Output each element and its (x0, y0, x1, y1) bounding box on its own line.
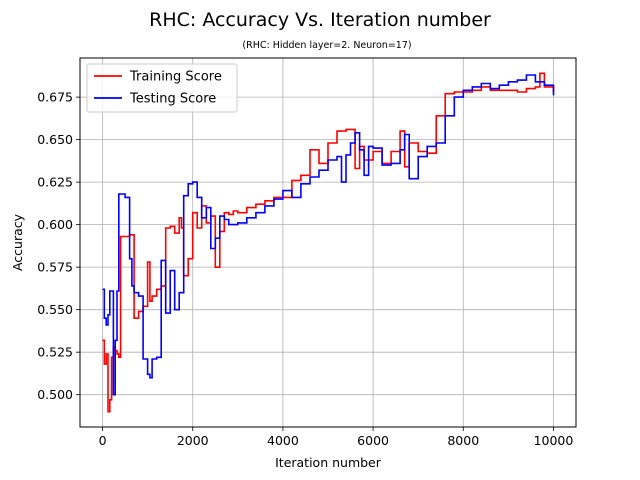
legend-label-training: Training Score (129, 70, 222, 85)
legend-label-testing: Testing Score (129, 92, 216, 107)
y-tick-label: 0.550 (37, 302, 73, 317)
x-tick-label: 4000 (267, 433, 299, 448)
y-tick-label: 0.575 (37, 260, 73, 275)
grid (80, 58, 576, 427)
y-axis-label: Accuracy (10, 213, 25, 271)
x-axis-label: Iteration number (275, 455, 382, 470)
legend: Training Score Testing Score (86, 63, 238, 113)
series-layer (102, 72, 555, 413)
training-score-line (102, 72, 555, 413)
y-tick-label: 0.500 (37, 387, 73, 402)
x-tick-label: 8000 (447, 433, 479, 448)
y-tick-label: 0.675 (37, 90, 73, 105)
y-tick-label: 0.600 (37, 217, 73, 232)
plot-frame (79, 57, 577, 428)
testing-score-line (102, 74, 555, 396)
legend-box (86, 63, 238, 113)
y-tick-label: 0.525 (37, 345, 73, 360)
x-tick-label: 0 (99, 433, 107, 448)
ticks: 0 2000 4000 6000 8000 10000 0.500 0.525 0.550 0.5… (37, 90, 573, 448)
x-tick-label: 10000 (534, 433, 574, 448)
x-tick-label: 2000 (177, 433, 209, 448)
chart-subtitle: (RHC: Hidden layer=2. Neuron=17) (242, 40, 411, 51)
y-tick-label: 0.650 (37, 132, 73, 147)
x-tick-label: 6000 (357, 433, 389, 448)
y-tick-label: 0.625 (37, 175, 73, 190)
chart-title: RHC: Accuracy Vs. Iteration number (149, 9, 491, 31)
